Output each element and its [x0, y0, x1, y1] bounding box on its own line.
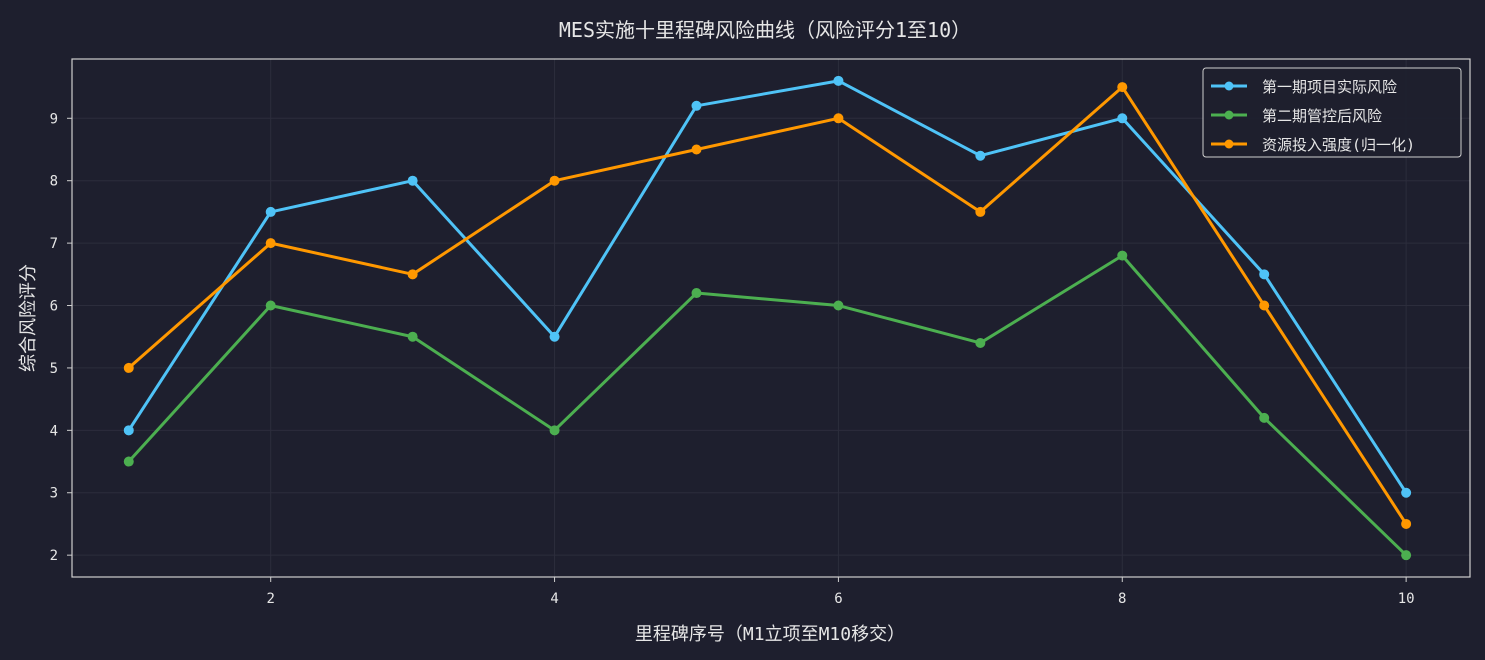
data-point-1-3 [549, 425, 560, 436]
data-point-1-8 [1259, 412, 1270, 423]
y-tick-label-2: 4 [50, 423, 58, 439]
x-tick-label-3: 8 [1118, 591, 1126, 607]
y-tick-label-6: 8 [50, 174, 58, 190]
data-point-1-9 [1401, 550, 1412, 561]
data-point-2-4 [691, 144, 702, 155]
legend-label-2: 资源投入强度(归一化) [1262, 136, 1415, 154]
data-point-2-6 [975, 206, 986, 217]
series-layer [123, 75, 1412, 561]
data-point-0-0 [123, 425, 134, 436]
data-point-1-6 [975, 337, 986, 348]
y-axis-label: 综合风险评分 [18, 264, 39, 372]
data-point-2-1 [265, 238, 276, 249]
data-point-2-5 [833, 113, 844, 124]
data-point-0-1 [265, 206, 276, 217]
y-tick-label-5: 7 [50, 236, 58, 252]
data-point-0-5 [833, 75, 844, 86]
data-point-0-7 [1117, 113, 1128, 124]
data-point-1-1 [265, 300, 276, 311]
data-point-0-9 [1401, 487, 1412, 498]
y-tick-label-3: 5 [50, 361, 58, 377]
data-point-0-4 [691, 100, 702, 111]
y-tick-label-0: 2 [50, 548, 58, 564]
y-tick-label-7: 9 [50, 111, 58, 127]
legend-box [1202, 67, 1462, 158]
data-point-1-2 [407, 331, 418, 342]
plot-frame [71, 58, 1471, 578]
data-point-0-8 [1259, 269, 1270, 280]
legend-marker-1 [1224, 110, 1234, 120]
x-tick-label-0: 2 [266, 591, 274, 607]
tick-layer: 2 4 6 8 10 2 3 4 5 6 7 8 9 [50, 111, 1415, 607]
x-axis-label: 里程碑序号（M1立项至M10移交） [635, 624, 905, 645]
data-point-1-5 [833, 300, 844, 311]
chart-title: MES实施十里程碑风险曲线（风险评分1至10） [559, 18, 971, 42]
data-point-0-6 [975, 150, 986, 161]
legend-marker-2 [1224, 139, 1234, 149]
data-point-0-3 [549, 331, 560, 342]
y-tick-label-1: 3 [50, 486, 58, 502]
x-tick-label-4: 10 [1398, 591, 1415, 607]
x-tick-label-2: 6 [834, 591, 842, 607]
x-tick-label-1: 4 [550, 591, 558, 607]
series-line-2 [127, 85, 1408, 526]
legend-label-1: 第二期管控后风险 [1262, 107, 1382, 125]
data-point-2-8 [1259, 300, 1270, 311]
legend-marker-0 [1224, 81, 1234, 91]
data-point-0-2 [407, 175, 418, 186]
data-point-2-7 [1117, 82, 1128, 93]
data-point-2-9 [1401, 518, 1412, 529]
legend-label-0: 第一期项目实际风险 [1262, 78, 1397, 96]
data-point-1-4 [691, 288, 702, 299]
series-line-1 [127, 254, 1408, 557]
data-point-1-7 [1117, 250, 1128, 261]
data-point-1-0 [123, 456, 134, 467]
data-point-2-0 [123, 362, 134, 373]
y-tick-label-4: 6 [50, 299, 58, 315]
data-point-2-3 [549, 175, 560, 186]
data-point-2-2 [407, 269, 418, 280]
